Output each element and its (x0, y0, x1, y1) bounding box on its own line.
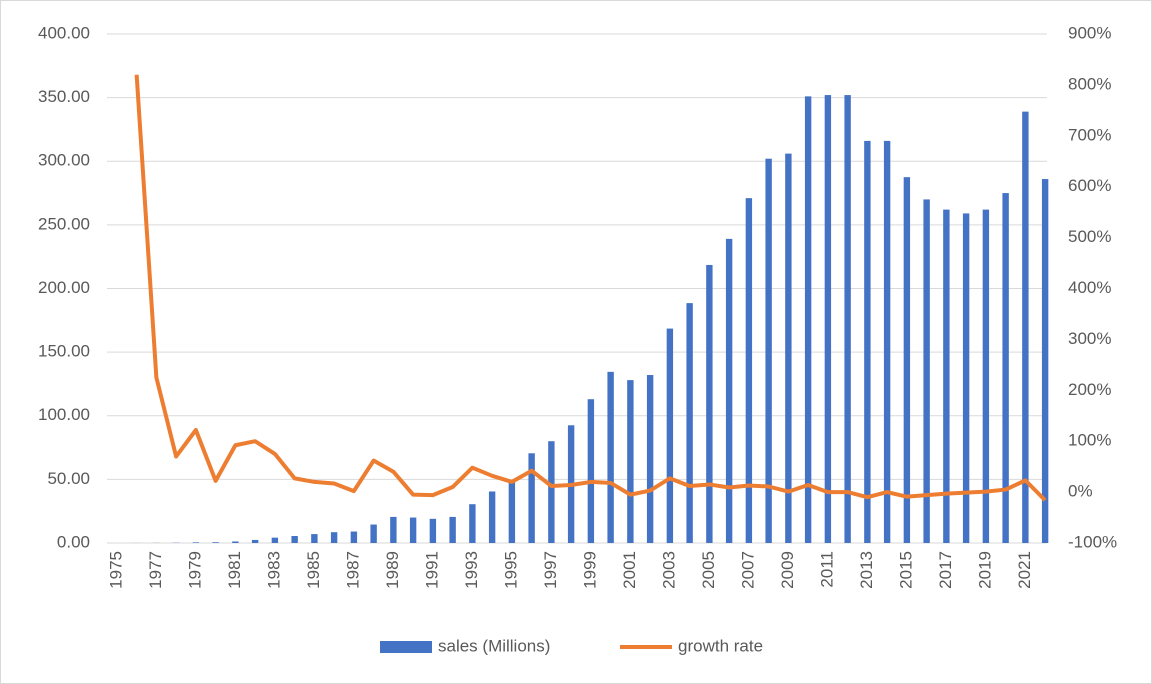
x-tick-label: 1989 (383, 551, 402, 589)
bar (903, 177, 911, 543)
bar (923, 199, 930, 544)
y2-tick-label: 400% (1068, 278, 1111, 297)
bar (627, 380, 634, 543)
x-tick-label: 2013 (857, 551, 876, 589)
x-tick-label: 2015 (896, 551, 915, 589)
legend-swatch (380, 641, 432, 653)
bar (706, 264, 713, 543)
x-tick-label: 2011 (817, 551, 836, 588)
bar (686, 303, 693, 543)
y-tick-label: 200.00 (38, 278, 90, 297)
bar (449, 516, 456, 543)
y2-tick-label: 900% (1068, 23, 1111, 42)
bar (311, 534, 318, 543)
bar (844, 95, 851, 543)
bar (804, 96, 812, 543)
bar (370, 524, 377, 543)
y-tick-label: 400.00 (38, 23, 90, 42)
x-tick-label: 2001 (620, 551, 639, 589)
bar (587, 399, 595, 543)
bar (350, 531, 358, 543)
bar (883, 140, 891, 543)
bar (330, 532, 338, 543)
y-tick-label: 150.00 (38, 342, 90, 361)
y-tick-label: 50.00 (47, 469, 90, 488)
y2-tick-label: 500% (1068, 227, 1111, 246)
x-tick-label: 1993 (462, 551, 481, 589)
x-tick-label: 1977 (146, 551, 165, 589)
x-tick-label: 1999 (580, 551, 599, 589)
y-tick-label: 300.00 (38, 151, 90, 170)
bar (1002, 193, 1009, 543)
bar (725, 238, 733, 543)
x-tick-label: 2007 (738, 551, 757, 589)
bar (765, 158, 772, 543)
bar (271, 537, 279, 543)
bar (785, 153, 792, 544)
x-tick-label: 2017 (936, 551, 955, 589)
y2-tick-label: 100% (1068, 431, 1111, 450)
x-tick-label: 1975 (106, 551, 125, 589)
x-tick-label: 1985 (304, 551, 323, 589)
x-tick-label: 1987 (343, 551, 362, 589)
bar (962, 213, 970, 544)
y2-tick-label: 300% (1068, 329, 1111, 348)
x-tick-label: 2009 (778, 551, 797, 589)
bar (528, 453, 535, 543)
bar (824, 95, 832, 543)
bar (232, 541, 239, 543)
y-tick-label: 100.00 (38, 405, 90, 424)
legend-label: growth rate (678, 636, 763, 655)
x-tick-label: 1979 (185, 551, 204, 589)
bar (1041, 179, 1049, 543)
bar (864, 140, 871, 543)
bar (469, 504, 476, 543)
bar (488, 491, 496, 543)
bar (212, 542, 219, 543)
bar (607, 371, 614, 543)
bar (646, 375, 654, 543)
x-tick-label: 2005 (699, 551, 718, 589)
bar (251, 539, 259, 543)
y2-tick-label: 800% (1068, 74, 1111, 93)
y2-tick-label: 0% (1068, 482, 1093, 501)
bar (429, 518, 437, 543)
bar (1022, 111, 1029, 543)
y2-tick-label: 600% (1068, 176, 1111, 195)
bar (745, 198, 753, 543)
bar (508, 481, 516, 543)
bar (192, 542, 200, 543)
legend-label: sales (Millions) (438, 636, 550, 655)
y2-tick-label: -100% (1068, 532, 1117, 551)
bar (666, 328, 674, 543)
bar (943, 209, 950, 544)
x-tick-label: 2003 (659, 551, 678, 589)
x-tick-label: 1997 (541, 551, 560, 589)
y-tick-label: 250.00 (38, 214, 90, 233)
x-tick-label: 1991 (422, 551, 441, 589)
line (134, 74, 1047, 502)
x-tick-label: 1995 (501, 551, 520, 589)
bar (548, 441, 555, 543)
y2-tick-label: 700% (1068, 125, 1111, 144)
x-tick-label: 2021 (1015, 551, 1034, 589)
x-tick-label: 1981 (225, 551, 244, 589)
y2-tick-label: 200% (1068, 380, 1111, 399)
bar (291, 536, 298, 543)
x-tick-label: 1983 (264, 551, 283, 589)
y-tick-label: 0.00 (57, 532, 90, 551)
bar (409, 517, 417, 543)
y-tick-label: 350.00 (38, 87, 90, 106)
bar (390, 516, 397, 543)
x-tick-label: 2019 (975, 551, 994, 589)
bar (982, 209, 990, 544)
